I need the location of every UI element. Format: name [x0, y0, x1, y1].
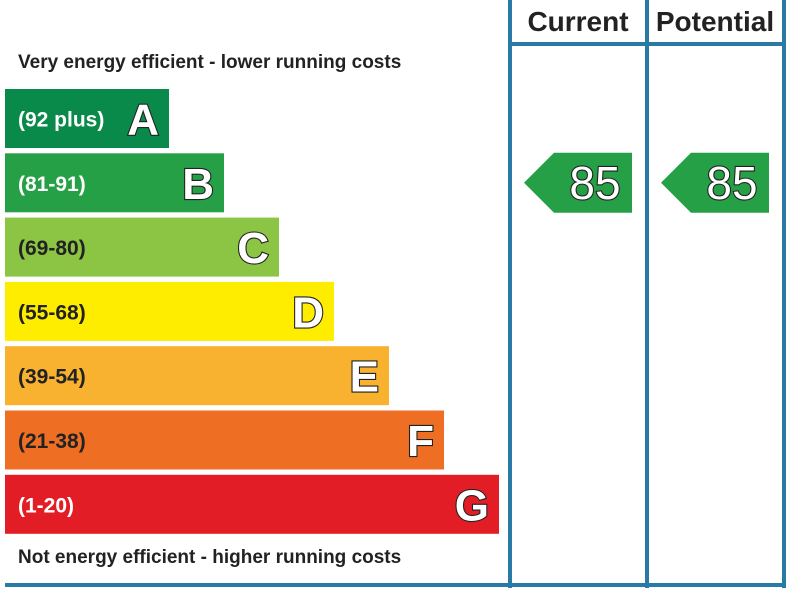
- current-rating-value: 85: [569, 157, 620, 209]
- band-letter-f: F: [407, 417, 434, 466]
- band-letter-d: D: [292, 288, 324, 337]
- band-range-e: (39-54): [18, 366, 86, 389]
- potential-arrow: [661, 152, 769, 213]
- band-letter-e: E: [350, 353, 379, 402]
- band-range-f: (21-38): [18, 430, 86, 453]
- band-bar-a: [5, 89, 169, 148]
- band-range-g: (1-20): [18, 494, 74, 517]
- chart-frame: [5, 0, 786, 588]
- potential-column-header: Potential: [656, 6, 774, 37]
- band-letter-g: G: [455, 481, 489, 530]
- potential-rating-value: 85: [706, 157, 757, 209]
- band-bar-c: [5, 217, 279, 277]
- band-range-b: (81-91): [18, 173, 86, 196]
- band-range-d: (55-68): [18, 301, 86, 324]
- rating-arrows: 85 85: [524, 152, 769, 213]
- band-bar-e: [5, 346, 389, 406]
- rating-bands: (92 plus) A (81-91) B (69-80) C (55-68) D (39-54…: [5, 89, 499, 534]
- current-arrow: [524, 152, 632, 213]
- band-bar-b: [5, 153, 224, 213]
- band-letter-c: C: [237, 224, 269, 273]
- band-letter-a: A: [127, 96, 159, 145]
- current-column-header: Current: [527, 6, 628, 37]
- band-bar-g: [5, 474, 499, 534]
- top-caption: Very energy efficient - lower running co…: [18, 52, 401, 73]
- band-bar-f: [5, 410, 444, 470]
- band-range-a: (92 plus): [18, 109, 104, 132]
- band-letter-b: B: [182, 160, 214, 209]
- band-bar-d: [5, 281, 334, 341]
- bottom-caption: Not energy efficient - higher running co…: [18, 547, 401, 568]
- band-range-c: (69-80): [18, 237, 86, 260]
